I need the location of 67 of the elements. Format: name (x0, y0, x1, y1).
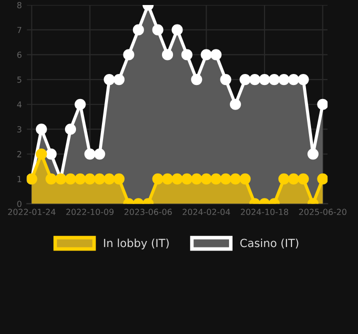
point (162, 173, 174, 184)
point (210, 49, 222, 60)
point (191, 173, 202, 184)
point (36, 124, 47, 135)
y-tick-label: 7 (17, 26, 22, 34)
point (74, 98, 86, 110)
point (249, 74, 260, 86)
point (230, 98, 241, 110)
point (74, 173, 86, 184)
point (288, 74, 300, 86)
point (123, 49, 134, 60)
point (191, 74, 202, 86)
x-tick-label: 2022-01-24 (8, 208, 56, 216)
point (278, 173, 290, 184)
point (268, 74, 280, 86)
y-tick-label: 1 (18, 176, 22, 182)
point (104, 74, 115, 86)
x-tick-label: 2024-10-18 (240, 208, 288, 216)
point (317, 173, 328, 184)
x-tick-label: 2023-06-06 (124, 208, 172, 216)
point (64, 124, 76, 135)
legend-label: Casino (IT) (240, 238, 298, 248)
point (240, 74, 251, 86)
point (210, 173, 222, 184)
point (181, 173, 192, 184)
y-tick-label: 5 (17, 76, 22, 83)
point (84, 173, 96, 184)
point (220, 74, 232, 86)
x-tick-label: 2022-10-09 (66, 208, 114, 216)
point (172, 24, 183, 36)
point (104, 173, 115, 184)
point (162, 49, 174, 60)
y-tick-label: 3 (17, 126, 22, 132)
point (46, 173, 57, 184)
point (200, 173, 212, 184)
point (94, 173, 106, 184)
point (258, 74, 270, 86)
point (113, 173, 125, 184)
point (36, 148, 47, 160)
y-tick-label: 6 (17, 52, 22, 58)
y-tick-label: 2 (17, 151, 22, 158)
y-tick-label: 4 (17, 101, 22, 108)
point (172, 173, 183, 184)
point (152, 24, 164, 36)
point (64, 173, 76, 184)
point (84, 148, 96, 160)
point (152, 173, 164, 184)
point (240, 173, 251, 184)
point (317, 98, 328, 110)
point (298, 74, 309, 86)
point (220, 173, 232, 184)
point (230, 173, 241, 184)
point (132, 24, 144, 36)
legend-label: In lobby (IT) (104, 238, 169, 250)
y-tick-label: 8 (17, 2, 22, 8)
point (278, 74, 290, 86)
point (200, 49, 212, 60)
x-tick-label: 2024-02-04 (182, 208, 230, 216)
y-tick-label: 0 (17, 200, 22, 208)
point (307, 148, 319, 160)
point (181, 49, 192, 60)
point (94, 148, 106, 160)
point (46, 148, 57, 160)
point (288, 173, 300, 184)
point (113, 74, 125, 86)
point (298, 173, 309, 184)
x-tick-label: 2025-06-20 (299, 208, 346, 216)
